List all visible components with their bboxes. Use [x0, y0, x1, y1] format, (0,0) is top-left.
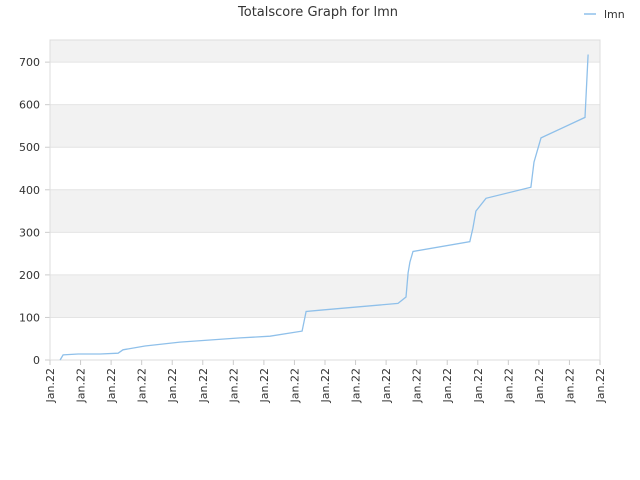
y-tick-label: 700: [19, 56, 40, 69]
x-tick-label: Jan.22: [75, 368, 88, 403]
line: [59, 54, 589, 361]
y-tick-label: 500: [19, 141, 40, 154]
grid-band: [50, 40, 600, 63]
y-tick-label: 100: [19, 311, 40, 324]
chart-title: Totalscore Graph for lmn: [237, 5, 398, 20]
x-tick-label: Jan.22: [136, 368, 149, 403]
y-tick-label: 200: [19, 269, 40, 282]
grid-band: [50, 232, 600, 275]
x-tick-label: Jan.22: [502, 368, 515, 403]
x-tick-label: Jan.22: [319, 368, 332, 403]
grid-band: [50, 274, 600, 318]
y-tick-label: 600: [19, 99, 40, 112]
legend-label: lmn: [604, 8, 625, 21]
grid-band: [50, 62, 600, 105]
x-tick-label: Jan.22: [380, 368, 393, 403]
grid-band: [50, 104, 600, 148]
x-tick-label: Jan.22: [594, 368, 607, 403]
x-tick-label: Jan.22: [411, 368, 424, 403]
x-tick-label: Jan.22: [105, 368, 118, 403]
x-tick-label: Jan.22: [350, 368, 363, 403]
grid-band: [50, 189, 600, 233]
x-tick-label: Jan.22: [533, 368, 546, 403]
x-tick-label: Jan.22: [227, 368, 240, 403]
x-tick-label: Jan.22: [166, 368, 179, 403]
grid-band: [50, 317, 600, 360]
x-tick-label: Jan.22: [288, 368, 301, 403]
x-tick-label: Jan.22: [441, 368, 454, 403]
x-tick-label: Jan.22: [258, 368, 271, 403]
x-tick-label: Jan.22: [563, 368, 576, 403]
y-tick-label: 400: [19, 184, 40, 197]
x-tick-label: Jan.22: [472, 368, 485, 403]
x-tick-label: Jan.22: [197, 368, 210, 403]
y-tick-label: 0: [33, 354, 40, 367]
grid-band: [50, 147, 600, 190]
x-tick-label: Jan.22: [44, 368, 57, 403]
y-tick-label: 300: [19, 226, 40, 239]
